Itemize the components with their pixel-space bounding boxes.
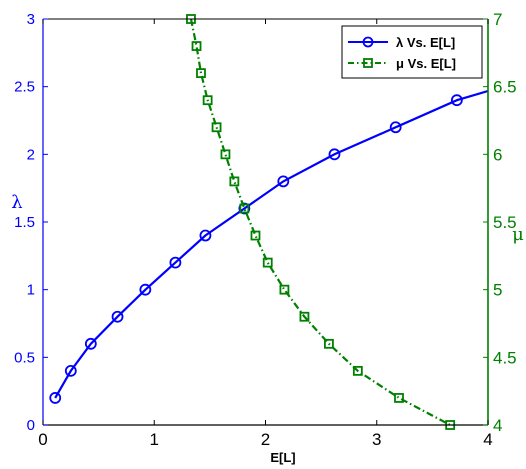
data-point — [394, 393, 404, 403]
y-left-tick-label: 2.5 — [14, 79, 35, 96]
data-point — [49, 392, 62, 404]
data-point — [139, 283, 152, 296]
legend-label-mu: μ Vs. E[L] — [396, 56, 456, 71]
series-0 — [49, 89, 488, 404]
data-point — [64, 364, 77, 377]
y-left-tick-label: 1.5 — [14, 214, 35, 231]
data-point — [199, 229, 212, 242]
y-right-tick-label: 4 — [493, 416, 502, 435]
x-tick-label: 3 — [372, 430, 381, 449]
y-left-tick-label: 1 — [27, 282, 35, 299]
y-right-tick-label: 5 — [493, 281, 502, 300]
data-point — [277, 175, 290, 188]
data-point — [324, 338, 334, 349]
y-right-tick-label: 6.5 — [493, 78, 517, 97]
data-point — [220, 149, 231, 160]
y-left-tick-label: 0 — [27, 417, 35, 434]
y-left-tick-label: 2 — [27, 146, 35, 163]
data-point — [450, 94, 463, 107]
legend-label-lambda: λ Vs. E[L] — [396, 35, 455, 50]
series-line-0 — [54, 89, 488, 399]
data-point — [389, 121, 402, 134]
data-point — [239, 203, 250, 214]
series-1 — [186, 14, 456, 430]
legend: λ Vs. E[L] μ Vs. E[L] — [341, 25, 483, 79]
x-tick-label: 2 — [261, 430, 270, 449]
x-axis-label: E[L] — [270, 450, 295, 465]
data-point — [202, 95, 213, 106]
data-point — [352, 365, 363, 376]
legend-box — [341, 25, 483, 79]
data-point — [279, 284, 290, 295]
y-right-tick-label: 5.5 — [493, 213, 517, 232]
y-left-tick-label: 3 — [27, 11, 35, 28]
data-point — [84, 337, 97, 350]
legend-marker-mu — [363, 58, 373, 68]
y-right-tick-label: 7 — [493, 10, 502, 29]
data-point — [250, 230, 261, 241]
series-line-1 — [189, 18, 451, 426]
data-point — [111, 310, 124, 323]
data-point — [211, 122, 222, 133]
data-point — [191, 41, 202, 51]
data-point — [238, 202, 251, 215]
data-point — [229, 176, 240, 187]
y-right-tick-label: 4.5 — [493, 348, 517, 367]
y-axis-label-right: μ — [512, 224, 524, 245]
legend-marker-lambda — [362, 36, 374, 48]
y-left-tick-label: 0.5 — [14, 349, 35, 366]
x-tick-label: 0 — [38, 430, 47, 449]
data-point — [299, 311, 310, 322]
data-point — [328, 148, 341, 161]
y-axis-label-left: λ — [11, 192, 22, 213]
data-point — [196, 68, 206, 79]
x-tick-label: 4 — [483, 430, 492, 449]
y-right-tick-label: 6 — [493, 145, 502, 164]
x-tick-label: 1 — [150, 430, 159, 449]
data-point — [262, 257, 273, 268]
data-point — [169, 256, 182, 269]
